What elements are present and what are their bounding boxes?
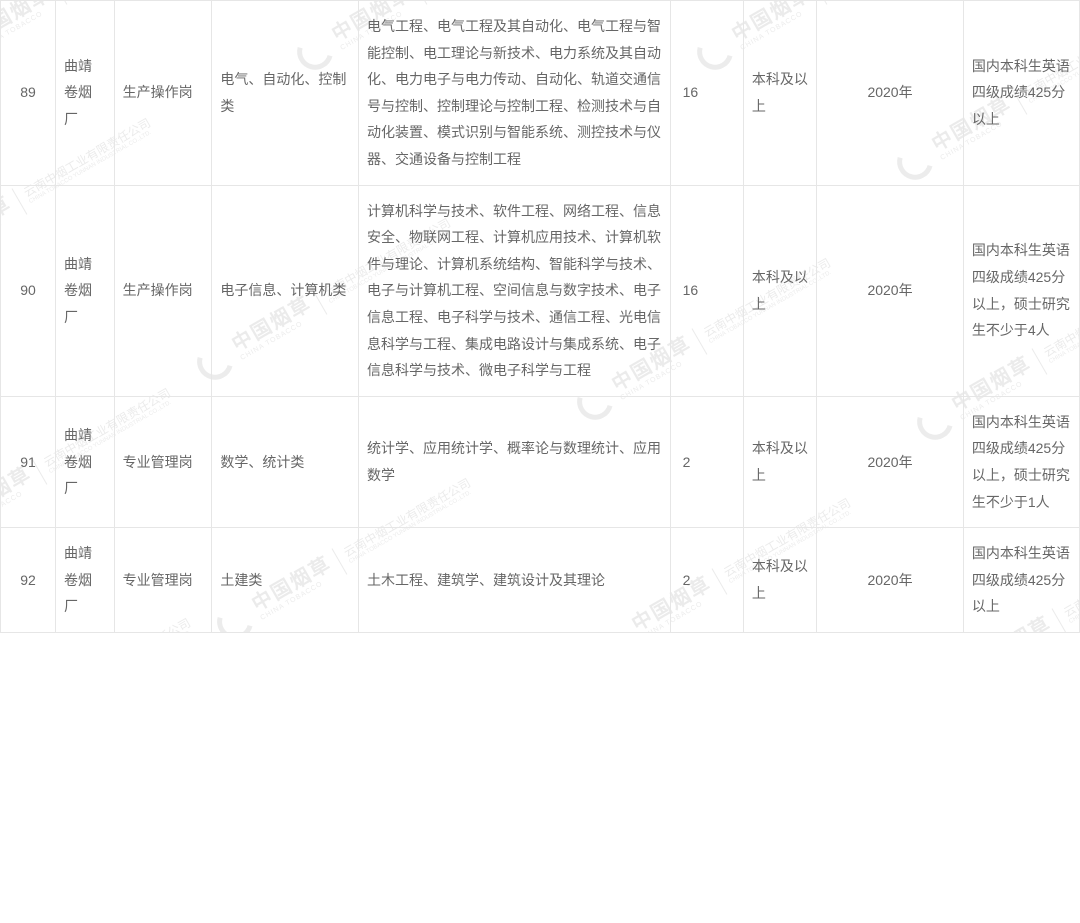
cell-number: 92 [1,528,56,633]
cell-factory: 曲靖卷烟厂 [55,528,114,633]
cell-count: 2 [670,528,743,633]
cell-number: 91 [1,396,56,527]
table-row: 89 曲靖卷烟厂 生产操作岗 电气、自动化、控制类 电气工程、电气工程及其自动化… [1,1,1080,186]
cell-year: 2020年 [817,1,964,186]
cell-count: 16 [670,185,743,396]
cell-number: 90 [1,185,56,396]
cell-number: 89 [1,1,56,186]
cell-category: 土建类 [212,528,359,633]
cell-majors: 计算机科学与技术、软件工程、网络工程、信息安全、物联网工程、计算机应用技术、计算… [359,185,671,396]
cell-majors: 电气工程、电气工程及其自动化、电气工程与智能控制、电工理论与新技术、电力系统及其… [359,1,671,186]
cell-requirement: 国内本科生英语四级成绩425分以上 [963,1,1079,186]
cell-category: 电气、自动化、控制类 [212,1,359,186]
table-row: 90 曲靖卷烟厂 生产操作岗 电子信息、计算机类 计算机科学与技术、软件工程、网… [1,185,1080,396]
table-row: 92 曲靖卷烟厂 专业管理岗 土建类 土木工程、建筑学、建筑设计及其理论 2 本… [1,528,1080,633]
cell-count: 2 [670,396,743,527]
cell-year: 2020年 [817,185,964,396]
cell-factory: 曲靖卷烟厂 [55,396,114,527]
cell-category: 电子信息、计算机类 [212,185,359,396]
cell-requirement: 国内本科生英语四级成绩425分以上 [963,528,1079,633]
cell-year: 2020年 [817,396,964,527]
cell-education: 本科及以上 [743,1,816,186]
cell-education: 本科及以上 [743,528,816,633]
table-row: 91 曲靖卷烟厂 专业管理岗 数学、统计类 统计学、应用统计学、概率论与数理统计… [1,396,1080,527]
recruitment-table: 89 曲靖卷烟厂 生产操作岗 电气、自动化、控制类 电气工程、电气工程及其自动化… [0,0,1080,633]
cell-position: 生产操作岗 [114,185,212,396]
cell-education: 本科及以上 [743,185,816,396]
cell-category: 数学、统计类 [212,396,359,527]
cell-position: 生产操作岗 [114,1,212,186]
cell-factory: 曲靖卷烟厂 [55,1,114,186]
cell-position: 专业管理岗 [114,528,212,633]
cell-majors: 土木工程、建筑学、建筑设计及其理论 [359,528,671,633]
cell-position: 专业管理岗 [114,396,212,527]
cell-factory: 曲靖卷烟厂 [55,185,114,396]
cell-majors: 统计学、应用统计学、概率论与数理统计、应用数学 [359,396,671,527]
cell-count: 16 [670,1,743,186]
cell-requirement: 国内本科生英语四级成绩425分以上，硕士研究生不少于1人 [963,396,1079,527]
cell-year: 2020年 [817,528,964,633]
cell-requirement: 国内本科生英语四级成绩425分以上，硕士研究生不少于4人 [963,185,1079,396]
cell-education: 本科及以上 [743,396,816,527]
